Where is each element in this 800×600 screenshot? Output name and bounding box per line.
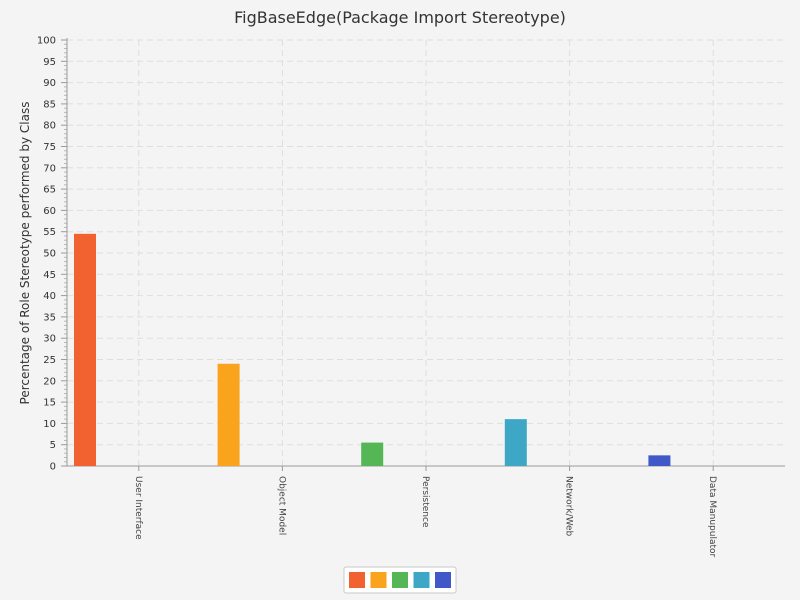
y-tick-label: 45	[43, 270, 56, 281]
y-tick-label: 25	[43, 355, 56, 366]
y-tick-label: 55	[43, 227, 56, 238]
y-tick-label: 30	[43, 334, 56, 345]
chart-title: FigBaseEdge(Package Import Stereotype)	[234, 8, 566, 27]
y-tick-label: 15	[43, 398, 56, 409]
legend-swatch	[435, 572, 451, 588]
x-tick-label: Network/Web	[564, 476, 574, 537]
y-tick-label: 35	[43, 312, 56, 323]
legend	[343, 566, 457, 594]
y-tick-label: 40	[43, 291, 56, 302]
y-tick-label: 70	[43, 163, 56, 174]
x-tick-label: Persistence	[420, 476, 430, 528]
bar	[74, 233, 96, 466]
y-tick-label: 10	[43, 419, 56, 430]
grid	[67, 39, 785, 466]
x-tick-label: Data Manupulator	[707, 476, 717, 558]
x-tick-labels: User Interface Object Model Persistence Net…	[133, 476, 717, 558]
legend-swatch	[392, 572, 408, 588]
y-tick-label: 100	[37, 36, 56, 47]
y-tick-label: 20	[43, 376, 56, 387]
bar	[648, 455, 671, 466]
x-tick-label: Object Model	[276, 476, 286, 535]
y-tick-label: 50	[43, 249, 56, 260]
legend-swatch	[349, 572, 365, 588]
y-tick-label: 0	[50, 462, 56, 473]
bar	[504, 419, 527, 466]
y-tick-label: 85	[43, 99, 56, 110]
y-tick-label: 60	[43, 206, 56, 217]
legend-swatch	[413, 572, 430, 588]
y-tick-label: 65	[43, 185, 56, 196]
x-tick-label: User Interface	[133, 476, 143, 540]
bars	[74, 233, 671, 466]
y-tick-label: 95	[43, 57, 56, 68]
bar	[217, 363, 240, 466]
axes: 0 5 10 15 20 25 30 35 40 45 50 55 60 65 70 75 80 85 90 95 10…	[37, 36, 785, 473]
y-tick-label: 75	[43, 142, 56, 153]
y-tick-label: 90	[43, 78, 56, 89]
y-tick-label: 5	[50, 440, 56, 451]
y-axis-label: Percentage of Role Stereotype performed …	[18, 102, 32, 405]
legend-swatch	[370, 572, 387, 588]
bar	[361, 442, 384, 466]
y-tick-label: 80	[43, 121, 56, 132]
